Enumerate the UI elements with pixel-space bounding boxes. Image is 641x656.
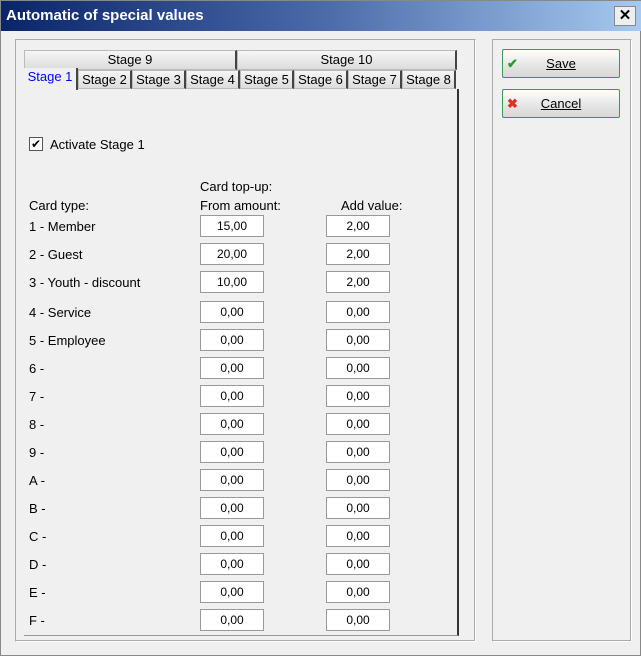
save-button[interactable]: ✔ Save: [502, 49, 620, 78]
window-title: Automatic of special values: [6, 7, 204, 24]
title-bar: Automatic of special values ✕: [1, 1, 641, 31]
tab-stage-1[interactable]: Stage 1: [24, 68, 78, 90]
add-value-input[interactable]: 0,00: [326, 581, 390, 603]
add-value-input[interactable]: 0,00: [326, 553, 390, 575]
checkmark-icon: ✔: [507, 56, 518, 71]
cancel-label: Cancel: [540, 96, 582, 111]
card-type-label: 9 -: [29, 445, 45, 460]
card-type-header: Card type:: [29, 198, 89, 213]
add-value-input[interactable]: 0,00: [326, 469, 390, 491]
tab-stage-3[interactable]: Stage 3: [132, 70, 186, 89]
card-type-label: 6 -: [29, 361, 45, 376]
from-amount-input[interactable]: 0,00: [200, 553, 264, 575]
from-amount-input[interactable]: 0,00: [200, 581, 264, 603]
tab-stage-4[interactable]: Stage 4: [186, 70, 240, 89]
from-amount-input[interactable]: 15,00: [200, 215, 264, 237]
card-type-label: 3 - Youth - discount: [29, 275, 141, 290]
close-button[interactable]: ✕: [614, 6, 636, 26]
tab-stage-6[interactable]: Stage 6: [294, 70, 348, 89]
add-value-input[interactable]: 0,00: [326, 329, 390, 351]
add-value-input[interactable]: 0,00: [326, 525, 390, 547]
card-type-label: 4 - Service: [29, 305, 92, 320]
add-value-input[interactable]: 2,00: [326, 215, 390, 237]
from-amount-input[interactable]: 10,00: [200, 271, 264, 293]
tab-stage-2[interactable]: Stage 2: [78, 70, 132, 89]
activate-checkbox[interactable]: ✔: [29, 137, 43, 151]
tab-stage-8[interactable]: Stage 8: [402, 70, 456, 89]
activate-label: Activate Stage 1: [50, 137, 145, 152]
add-value-input[interactable]: 2,00: [326, 271, 390, 293]
from-amount-input[interactable]: 0,00: [200, 329, 264, 351]
card-type-label: F -: [29, 613, 45, 628]
cross-icon: ✖: [507, 96, 518, 111]
from-amount-header: From amount:: [200, 198, 281, 213]
from-amount-input[interactable]: 0,00: [200, 609, 264, 631]
topup-header: Card top-up:: [200, 179, 273, 194]
from-amount-input[interactable]: 0,00: [200, 469, 264, 491]
add-value-input[interactable]: 0,00: [326, 609, 390, 631]
from-amount-input[interactable]: 0,00: [200, 441, 264, 463]
from-amount-input[interactable]: 20,00: [200, 243, 264, 265]
buttons-group: [492, 39, 632, 642]
add-value-input[interactable]: 0,00: [326, 497, 390, 519]
main-group: [15, 39, 476, 642]
card-type-label: D -: [29, 557, 47, 572]
add-value-input[interactable]: 0,00: [326, 413, 390, 435]
tab-stage-7[interactable]: Stage 7: [348, 70, 402, 89]
cancel-button[interactable]: ✖ Cancel: [502, 89, 620, 118]
card-type-label: 8 -: [29, 417, 45, 432]
add-value-input[interactable]: 0,00: [326, 441, 390, 463]
tab-stage-5[interactable]: Stage 5: [240, 70, 294, 89]
add-value-input[interactable]: 0,00: [326, 301, 390, 323]
add-value-input[interactable]: 0,00: [326, 385, 390, 407]
card-type-label: A -: [29, 473, 45, 488]
tab-stage-9[interactable]: Stage 9: [24, 50, 237, 70]
from-amount-input[interactable]: 0,00: [200, 525, 264, 547]
card-type-label: C -: [29, 529, 47, 544]
card-type-label: 5 - Employee: [29, 333, 106, 348]
tab-stage-10[interactable]: Stage 10: [237, 50, 457, 70]
from-amount-input[interactable]: 0,00: [200, 413, 264, 435]
from-amount-input[interactable]: 0,00: [200, 301, 264, 323]
save-label: Save: [546, 56, 576, 71]
from-amount-input[interactable]: 0,00: [200, 357, 264, 379]
tab-panel: [24, 89, 459, 636]
card-type-label: E -: [29, 585, 46, 600]
card-type-label: 7 -: [29, 389, 45, 404]
add-value-input[interactable]: 2,00: [326, 243, 390, 265]
card-type-label: 2 - Guest: [29, 247, 83, 262]
add-value-input[interactable]: 0,00: [326, 357, 390, 379]
card-type-label: B -: [29, 501, 46, 516]
card-type-label: 1 - Member: [29, 219, 96, 234]
from-amount-input[interactable]: 0,00: [200, 497, 264, 519]
from-amount-input[interactable]: 0,00: [200, 385, 264, 407]
add-value-header: Add value:: [341, 198, 403, 213]
